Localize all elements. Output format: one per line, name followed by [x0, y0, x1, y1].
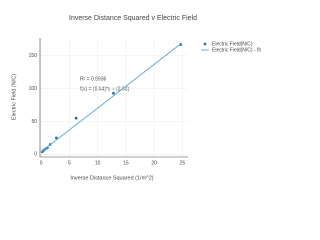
x-tick-label: 15 [123, 160, 129, 166]
chart-title: Inverse Distance Squared v Electric Fiel… [69, 15, 197, 22]
x-axis-title: Inverse Distance Squared (1/m^2) [70, 175, 153, 181]
legend-label: Electric Field(N/C) - fit [212, 47, 262, 53]
x-tick-label: 10 [95, 160, 101, 166]
y-tick-label: 0 [34, 152, 37, 158]
x-tick-label: 25 [180, 160, 186, 166]
x-tick-label: 0 [40, 160, 43, 166]
annotation: R² = 0.9936 [80, 76, 106, 82]
x-tick-label: 5 [68, 160, 71, 166]
point [112, 91, 115, 95]
y-tick-label: 100 [29, 86, 38, 92]
y-tick-label: 50 [31, 119, 37, 125]
legend-marker [203, 42, 207, 46]
x-tick-label: 20 [151, 160, 157, 166]
fit-line [40, 43, 181, 153]
y-tick-label: 150 [29, 53, 38, 59]
y-axis-title: Electric Field (N/C) [11, 74, 17, 120]
point [74, 116, 78, 120]
point [54, 136, 58, 140]
legend-label: Electric Field(N/C) [212, 41, 253, 47]
annotation: f(x) = (6.64)*x + (3.98) [80, 86, 130, 92]
chart: Inverse Distance Squared v Electric Fiel… [11, 15, 262, 182]
